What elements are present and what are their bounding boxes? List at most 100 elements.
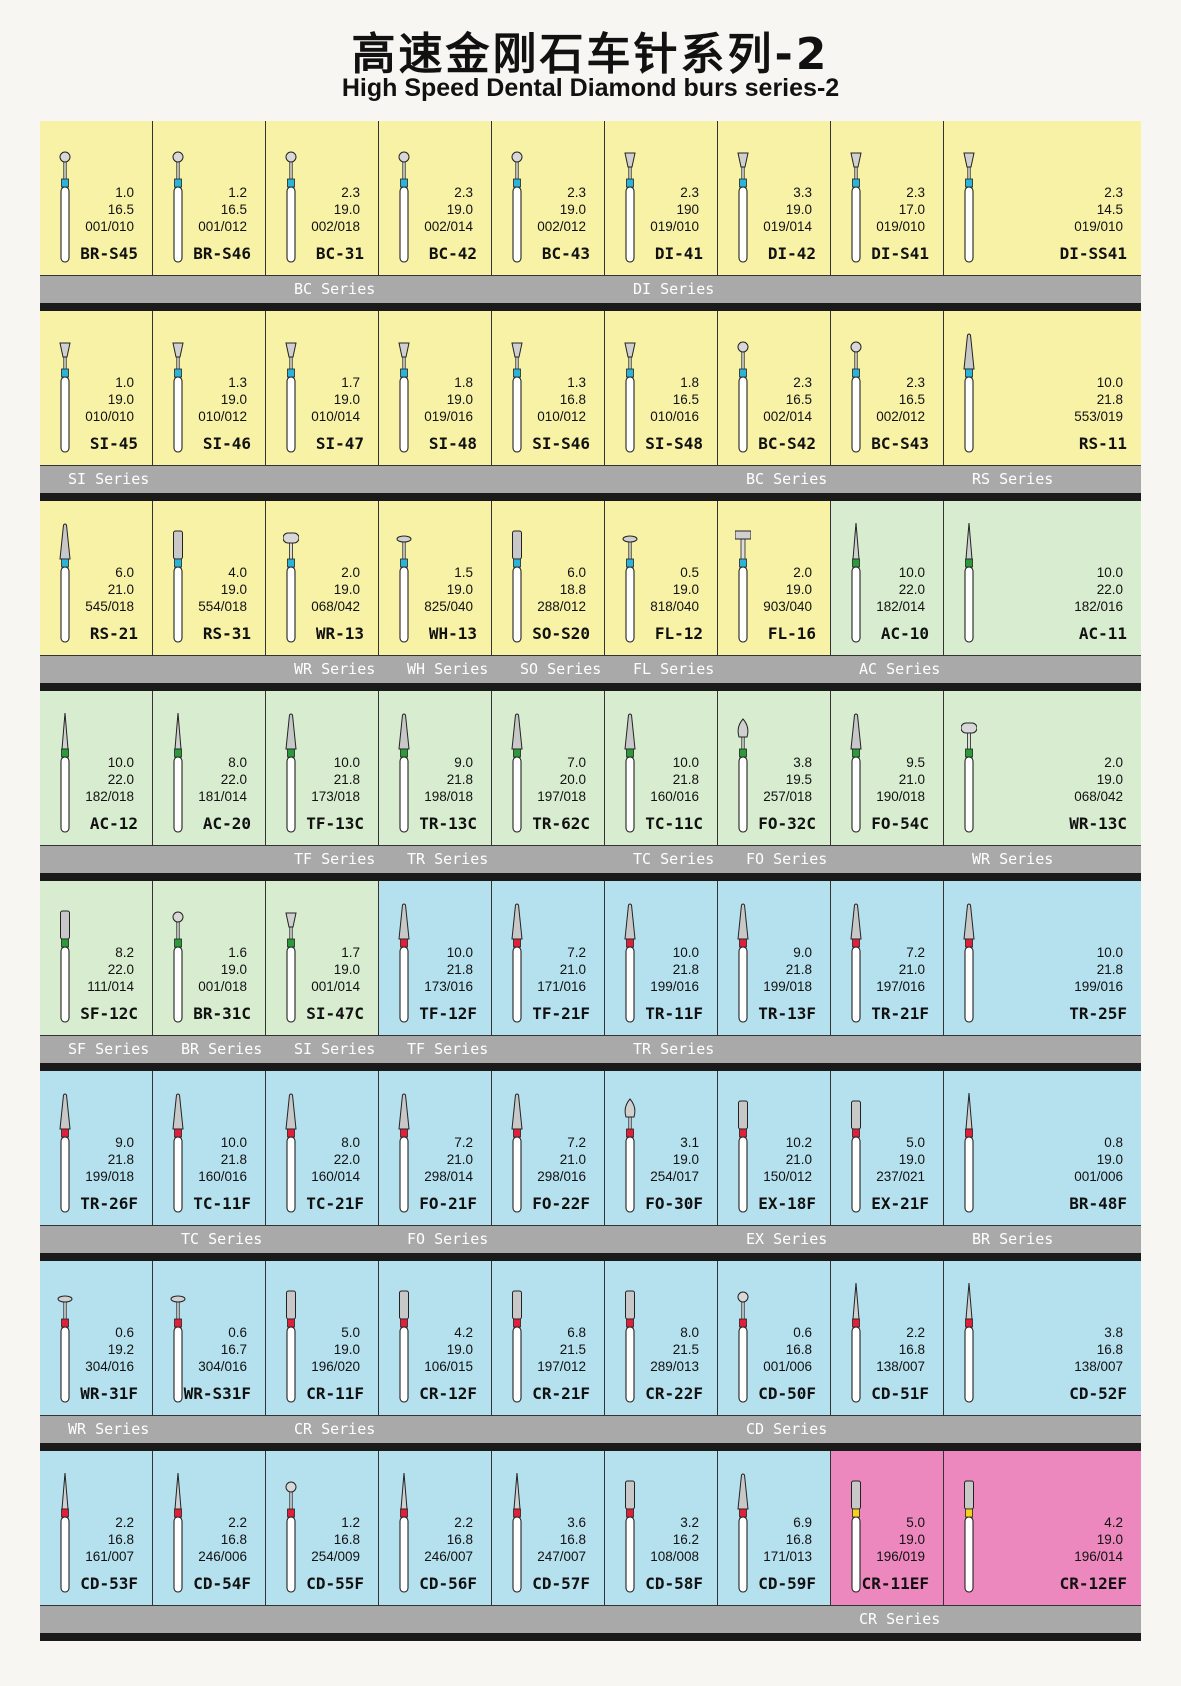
series-label: DI Series <box>633 280 715 298</box>
bur-code: TR-21F <box>871 1004 929 1023</box>
bur-head-length: 2.2 <box>115 1515 134 1530</box>
bur-drawing <box>396 1279 412 1404</box>
bur-code: EX-21F <box>871 1194 929 1213</box>
bur-specs: 7.0 20.0 197/018 <box>537 754 586 805</box>
bur-drawing <box>961 709 977 834</box>
bur-head-length: 9.0 <box>115 1135 134 1150</box>
catalog-row: 1.0 16.5 001/010 BR-S45 1.2 16.5 001/012 BR-S46… <box>40 121 1141 311</box>
bur-drawing <box>396 139 412 264</box>
bur-specs: 7.2 21.0 197/016 <box>876 944 925 995</box>
series-band: SI Series BC Series RS Series <box>40 466 1141 493</box>
bur-total-length: 19.0 <box>220 582 247 597</box>
bur-cell: 9.0 21.8 198/018 TR-13C <box>379 691 492 846</box>
bur-cell: 2.0 19.0 903/040 FL-16 <box>718 501 831 656</box>
series-label: BR Series <box>972 1230 1054 1248</box>
bur-head-length: 0.6 <box>115 1325 134 1340</box>
bur-code: TR-25F <box>1069 1004 1127 1023</box>
bur-code: BC-43 <box>541 244 590 263</box>
series-label: TF Series <box>294 850 376 868</box>
bur-iso-number: 010/016 <box>650 409 699 424</box>
bur-total-length: 21.0 <box>559 962 586 977</box>
bur-head-length: 4.0 <box>228 565 247 580</box>
bur-cell: 8.0 21.5 289/013 CR-22F <box>605 1261 718 1416</box>
series-band: WR Series WH Series SO Series FL Series AC S… <box>40 656 1141 683</box>
bur-drawing <box>961 1469 977 1594</box>
bur-drawing <box>283 329 299 454</box>
bur-specs: 2.3 19.0 002/014 <box>424 184 473 235</box>
bur-total-length: 21.8 <box>1096 392 1123 407</box>
bur-drawing <box>283 709 299 834</box>
bur-total-length: 16.8 <box>785 1532 812 1547</box>
bur-iso-number: 160/016 <box>650 789 699 804</box>
bur-iso-number: 001/006 <box>763 1359 812 1374</box>
bur-iso-number: 825/040 <box>424 599 473 614</box>
row-cells: 9.0 21.8 199/018 TR-26F 10.0 21.8 160/016 TC-11… <box>40 1071 1141 1226</box>
bur-total-length: 21.0 <box>898 772 925 787</box>
bur-head-length: 2.3 <box>341 185 360 200</box>
bur-head-length: 10.2 <box>785 1135 812 1150</box>
bur-code: WR-31F <box>80 1384 138 1403</box>
bur-drawing <box>848 1469 864 1594</box>
bur-drawing <box>509 1089 525 1214</box>
bur-specs: 2.3 19.0 002/018 <box>311 184 360 235</box>
bur-cell: 2.3 16.5 002/012 BC-S43 <box>831 311 944 466</box>
bur-head-length: 10.0 <box>1096 565 1123 580</box>
bur-cell: 2.3 19.0 002/012 BC-43 <box>492 121 605 276</box>
bur-total-length: 16.8 <box>333 1532 360 1547</box>
bur-specs: 0.6 16.7 304/016 <box>198 1324 247 1375</box>
bur-cell: 7.2 21.0 197/016 TR-21F <box>831 881 944 1036</box>
title-chinese: 高速金刚石车针系列-2 <box>351 29 830 80</box>
bur-specs: 2.3 190 019/010 <box>650 184 699 235</box>
bur-specs: 2.2 16.8 161/007 <box>85 1514 134 1565</box>
bur-code: TR-26F <box>80 1194 138 1213</box>
bur-iso-number: 068/042 <box>1074 789 1123 804</box>
series-label: WR Series <box>68 1420 150 1438</box>
bur-head-length: 4.2 <box>454 1325 473 1340</box>
bur-total-length: 20.0 <box>559 772 586 787</box>
bur-code: BR-31C <box>193 1004 251 1023</box>
bur-cell: 6.0 18.8 288/012 SO-S20 <box>492 501 605 656</box>
bur-code: AC-11 <box>1078 624 1127 643</box>
bur-head-length: 2.3 <box>1104 185 1123 200</box>
bur-specs: 2.3 16.5 002/012 <box>876 374 925 425</box>
bur-code: SI-S46 <box>532 434 590 453</box>
bur-total-length: 19.2 <box>107 1342 134 1357</box>
bur-cell: 1.3 16.8 010/012 SI-S46 <box>492 311 605 466</box>
bur-code: DI-42 <box>767 244 816 263</box>
bur-code: FO-32C <box>758 814 816 833</box>
bur-cell: 10.0 22.0 182/014 AC-10 <box>831 501 944 656</box>
bur-total-length: 16.5 <box>898 392 925 407</box>
bur-head-length: 1.3 <box>228 375 247 390</box>
bur-cell: 1.8 19.0 019/016 SI-48 <box>379 311 492 466</box>
bur-cell: 5.0 19.0 196/020 CR-11F <box>266 1261 379 1416</box>
bur-specs: 4.0 19.0 554/018 <box>198 564 247 615</box>
bur-code: BR-S46 <box>193 244 251 263</box>
bur-code: EX-18F <box>758 1194 816 1213</box>
bur-specs: 2.3 17.0 019/010 <box>876 184 925 235</box>
bur-iso-number: 150/012 <box>763 1169 812 1184</box>
bur-specs: 2.0 19.0 903/040 <box>763 564 812 615</box>
bur-total-length: 22.0 <box>1096 582 1123 597</box>
bur-iso-number: 019/010 <box>876 219 925 234</box>
series-label: EX Series <box>746 1230 828 1248</box>
bur-specs: 1.6 19.0 001/018 <box>198 944 247 995</box>
bur-iso-number: 196/020 <box>311 1359 360 1374</box>
bur-drawing <box>848 1279 864 1404</box>
bur-specs: 2.2 16.8 246/007 <box>424 1514 473 1565</box>
catalog-row: 1.0 19.0 010/010 SI-45 1.3 19.0 010/012 SI-46 1.… <box>40 311 1141 501</box>
bur-specs: 8.2 22.0 111/014 <box>87 944 134 995</box>
bur-head-length: 3.8 <box>793 755 812 770</box>
bur-drawing <box>396 329 412 454</box>
bur-drawing <box>735 899 751 1024</box>
bur-total-length: 19.0 <box>1096 1532 1123 1547</box>
series-label: FO Series <box>407 1230 489 1248</box>
bur-code: SI-45 <box>89 434 138 453</box>
bur-iso-number: 554/018 <box>198 599 247 614</box>
bur-specs: 10.0 21.8 173/018 <box>311 754 360 805</box>
bur-iso-number: 002/018 <box>311 219 360 234</box>
bur-cell: 6.0 21.0 545/018 RS-21 <box>40 501 153 656</box>
bur-specs: 9.0 21.8 198/018 <box>424 754 473 805</box>
bur-iso-number: 019/014 <box>763 219 812 234</box>
bur-code: CR-21F <box>532 1384 590 1403</box>
bur-iso-number: 160/014 <box>311 1169 360 1184</box>
